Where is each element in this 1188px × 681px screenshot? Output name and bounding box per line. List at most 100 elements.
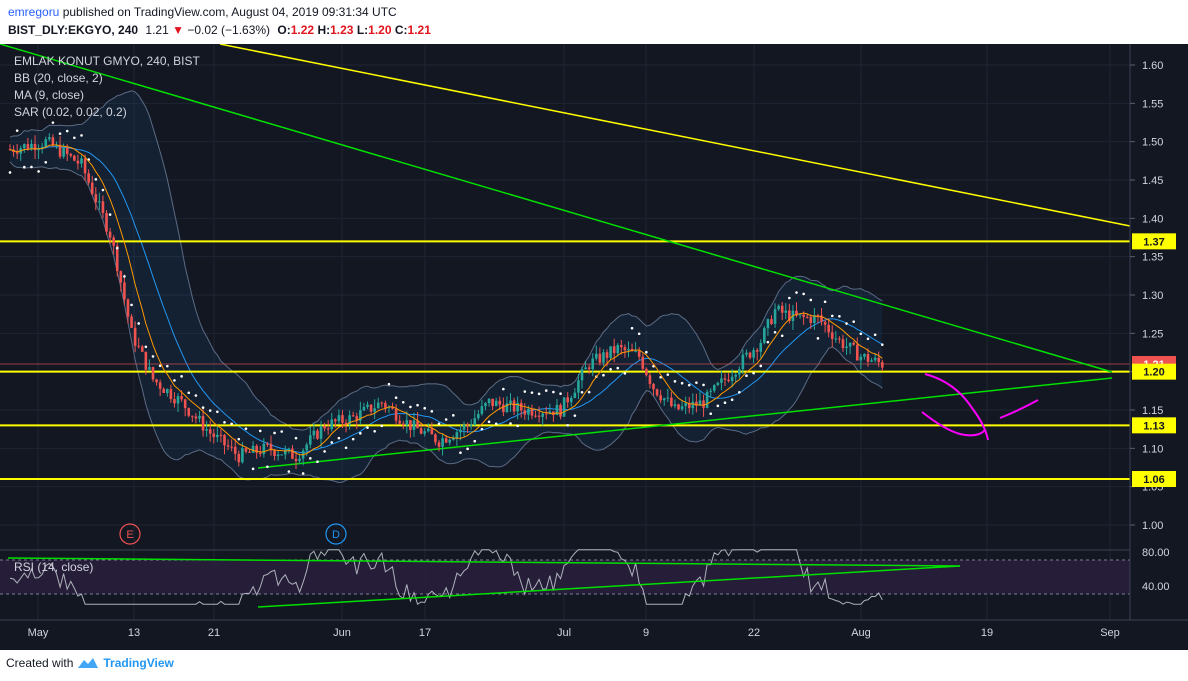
candle-body — [319, 426, 323, 439]
low-label: L: — [356, 23, 369, 37]
candle-body — [283, 449, 287, 455]
sar-dot — [795, 291, 798, 294]
candle-body — [498, 400, 502, 405]
candle-body — [755, 350, 759, 352]
candle-body — [237, 453, 241, 463]
candle-body — [802, 314, 805, 317]
sar-dot — [509, 422, 512, 425]
candle-body — [680, 406, 684, 410]
candle-body — [544, 413, 548, 415]
candle-body — [730, 376, 734, 382]
candle-body — [655, 389, 659, 396]
candle-body — [348, 415, 351, 425]
x-tick-label: Sep — [1100, 627, 1120, 639]
candle-body — [691, 401, 695, 409]
rsi-trend-line — [257, 565, 961, 608]
sar-dot — [115, 246, 119, 250]
candle-body — [98, 201, 101, 203]
candle-body — [130, 316, 133, 328]
candle-body — [219, 434, 223, 436]
sar-dot — [544, 389, 548, 392]
sar-dot — [423, 406, 427, 410]
sar-dot — [251, 467, 255, 471]
candle-body — [780, 305, 784, 313]
sar-dot — [745, 374, 748, 377]
candle-body — [44, 139, 48, 147]
candle-body — [51, 137, 55, 146]
sar-dot — [309, 457, 312, 460]
candle-body — [359, 410, 362, 421]
high-label: H: — [317, 23, 331, 37]
sar-dot — [587, 390, 591, 394]
candle-body — [577, 380, 580, 393]
candle-body — [641, 356, 645, 369]
dividend-marker[interactable] — [325, 523, 347, 545]
candle-body — [798, 314, 802, 316]
candle-body — [841, 339, 845, 349]
sar-dot — [387, 382, 391, 386]
legend-ma[interactable]: MA (9, close) — [14, 88, 84, 102]
candle-body — [173, 399, 176, 404]
price-chart[interactable]: 1.60 1.55 1.50 1.45 1.40 1.35 1.30 1.25 1.20 1.15… — [0, 44, 1188, 650]
candle-body — [462, 424, 466, 430]
candle-body — [108, 231, 112, 238]
candle-body — [30, 143, 33, 150]
candle-body — [838, 338, 841, 340]
sar-dot — [709, 412, 712, 416]
candle-body — [827, 324, 830, 333]
sar-dot — [73, 136, 76, 140]
sar-dot — [723, 401, 727, 405]
legend-rsi[interactable]: RSI (14, close) — [14, 560, 93, 574]
candle-body — [555, 404, 559, 416]
candle-body — [705, 391, 709, 408]
candle-body — [452, 438, 455, 440]
legend-bb[interactable]: BB (20, close, 2) — [14, 71, 103, 85]
candle-body — [37, 148, 40, 151]
y-tick-label: 1.30 — [1142, 290, 1163, 302]
candle-body — [537, 415, 541, 417]
candle-body — [423, 431, 426, 434]
candle-body — [562, 397, 566, 417]
sar-dot — [130, 303, 133, 307]
candle-body — [251, 445, 255, 453]
candle-body — [69, 154, 73, 156]
sar-dot — [716, 404, 720, 408]
brand[interactable]: TradingView — [103, 656, 174, 670]
candle-body — [416, 420, 419, 429]
candle-body — [62, 147, 65, 157]
legend-sar[interactable]: SAR (0.02, 0.02, 0.2) — [14, 105, 127, 119]
footer: Created with TradingView — [6, 656, 174, 670]
candle-body — [566, 397, 569, 403]
candle-body — [738, 369, 741, 375]
down-arrow-icon: ▼ — [172, 23, 184, 37]
candle-body — [848, 342, 852, 347]
sar-dot — [437, 422, 441, 426]
author[interactable]: emregoru — [8, 5, 60, 19]
trend-line — [257, 377, 1113, 469]
sar-dot — [459, 451, 462, 455]
sar-dot — [780, 334, 784, 338]
candle-body — [552, 411, 555, 416]
sar-dot — [809, 298, 813, 302]
rsi-trend-lines — [7, 557, 961, 608]
sar-dot — [316, 460, 319, 464]
sar-dot — [201, 406, 205, 409]
earnings-marker[interactable] — [119, 523, 141, 545]
sar-dot — [566, 423, 569, 427]
candle-body — [201, 415, 205, 431]
candle-body — [695, 401, 698, 406]
candle-body — [362, 406, 366, 411]
candle-body — [140, 346, 144, 352]
candle-body — [58, 144, 62, 157]
candle-body — [123, 282, 126, 300]
candle-body — [291, 448, 294, 459]
candle-body — [405, 420, 409, 426]
candle-body — [595, 353, 598, 359]
candle-body — [602, 352, 605, 363]
sar-dot — [838, 315, 841, 318]
y-tick-label: 1.35 — [1142, 252, 1163, 264]
y-tick-label: 1.00 — [1142, 520, 1163, 532]
sar-dot — [394, 396, 398, 400]
candle-body — [491, 398, 494, 407]
candle-body — [226, 445, 230, 447]
